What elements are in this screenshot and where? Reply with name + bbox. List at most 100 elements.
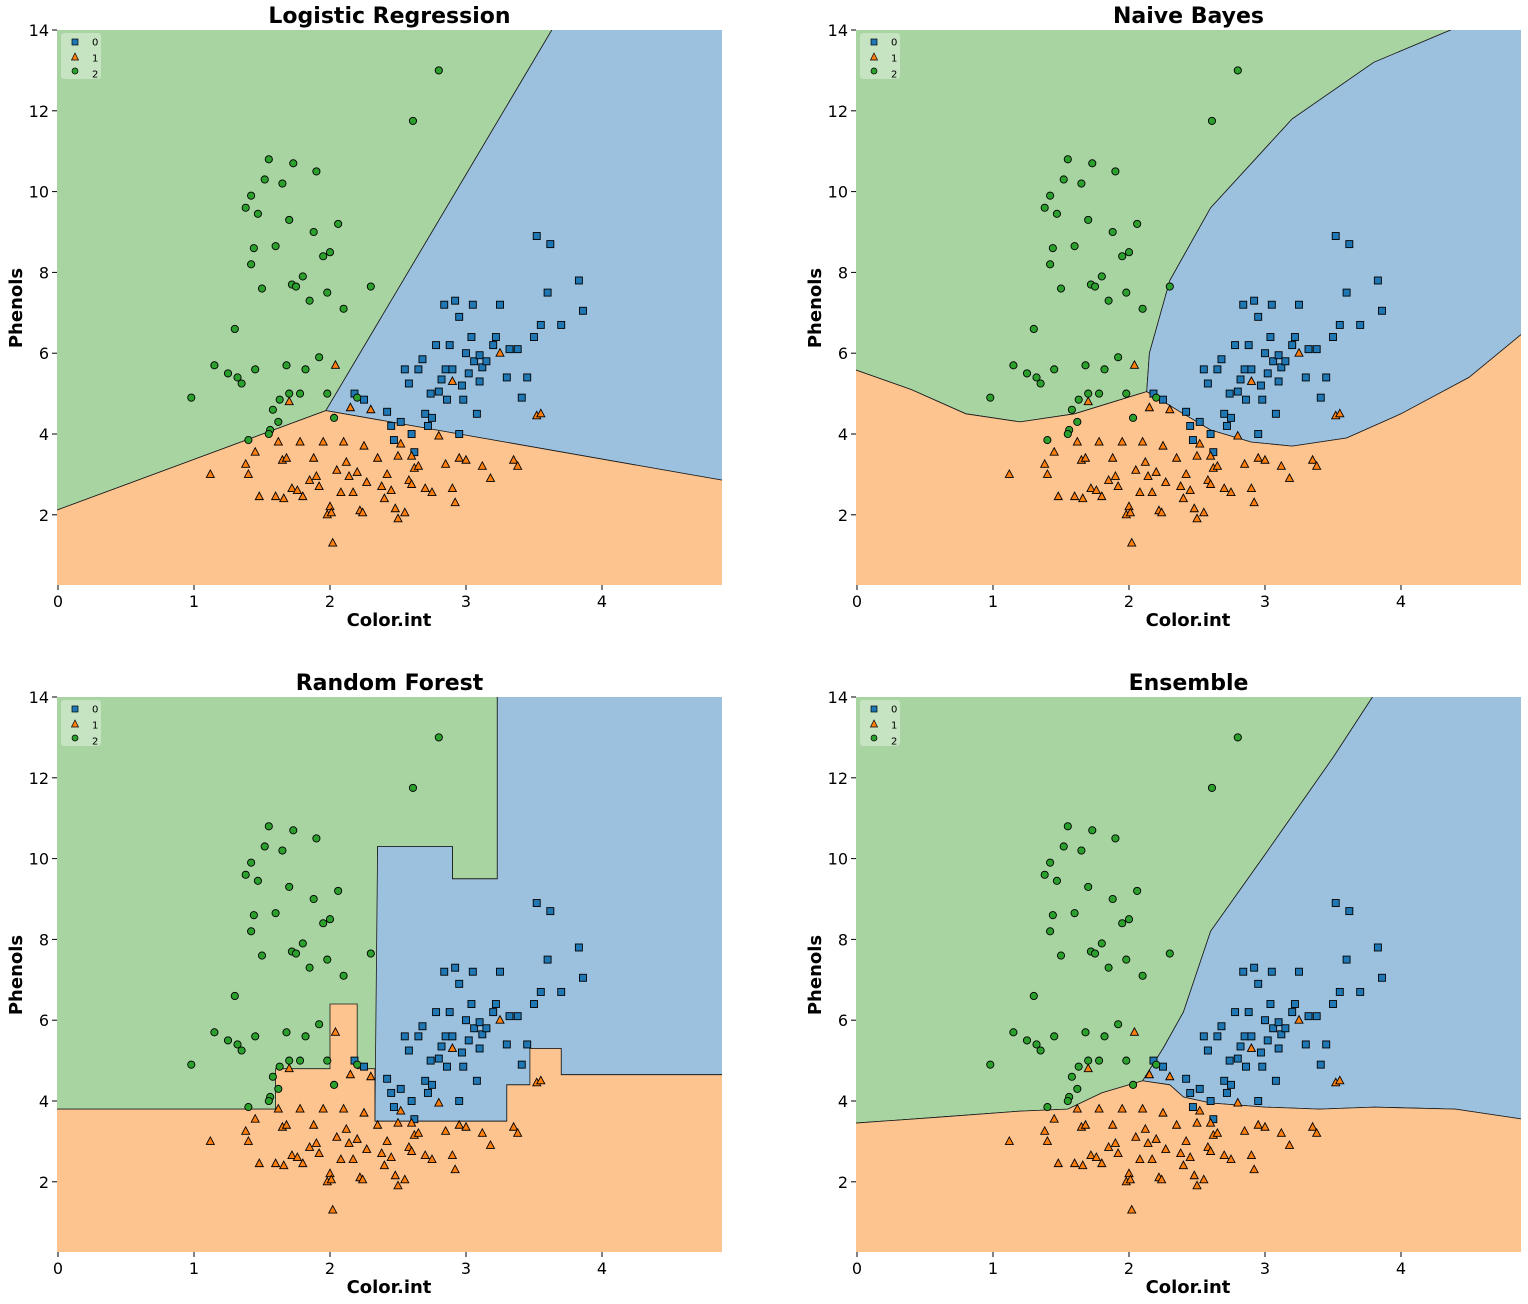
y-tick-label: 6 xyxy=(39,1011,49,1030)
point-class-2 xyxy=(1009,1028,1018,1037)
point-class-2 xyxy=(319,919,328,928)
point-class-0 xyxy=(1203,1046,1212,1055)
chart-title: Logistic Regression xyxy=(268,4,510,29)
point-class-0 xyxy=(1240,1032,1249,1041)
point-class-0 xyxy=(482,1024,491,1033)
point-class-0 xyxy=(1206,430,1215,438)
point-class-2 xyxy=(1114,1020,1123,1029)
point-class-2 xyxy=(1056,951,1066,960)
point-class-2 xyxy=(309,894,318,904)
point-class-1 xyxy=(390,1170,401,1180)
point-class-1 xyxy=(1125,507,1136,517)
point-class-0 xyxy=(1250,963,1259,972)
x-tick-label: 1 xyxy=(189,1259,199,1278)
legend-label-2: 2 xyxy=(92,70,98,81)
point-class-0 xyxy=(1267,967,1276,976)
legend-marker-1 xyxy=(70,719,80,728)
point-class-1 xyxy=(292,1152,303,1162)
point-class-1 xyxy=(1181,1135,1191,1145)
point-class-0 xyxy=(426,1056,435,1065)
point-class-1 xyxy=(240,458,251,468)
y-tick-label: 4 xyxy=(838,425,848,444)
point-class-1 xyxy=(508,454,519,464)
point-class-2 xyxy=(260,175,269,184)
point-class-1 xyxy=(536,1075,546,1085)
point-class-1 xyxy=(240,1125,251,1135)
point-class-1 xyxy=(1097,491,1107,501)
point-class-0 xyxy=(557,320,566,329)
point-class-2 xyxy=(223,369,233,378)
point-class-0 xyxy=(1159,395,1167,404)
point-class-2 xyxy=(257,284,267,293)
y-tick-label: 12 xyxy=(828,102,848,121)
point-class-0 xyxy=(455,312,464,321)
point-class-0 xyxy=(1206,1097,1215,1105)
point-class-2 xyxy=(334,886,343,895)
point-class-2 xyxy=(247,858,256,867)
point-class-0 xyxy=(1335,987,1344,996)
point-class-0 xyxy=(1274,1044,1283,1053)
point-class-2 xyxy=(1152,393,1161,402)
point-class-1 xyxy=(512,460,523,470)
legend-label-1: 1 xyxy=(891,54,897,65)
point-class-1 xyxy=(1151,466,1161,476)
point-class-1 xyxy=(1199,1174,1209,1184)
point-class-0 xyxy=(513,345,522,354)
point-class-2 xyxy=(1046,191,1055,200)
point-class-2 xyxy=(296,389,305,398)
point-class-2 xyxy=(1088,159,1097,168)
point-class-1 xyxy=(311,470,322,480)
point-class-2 xyxy=(247,260,256,269)
point-class-2 xyxy=(1095,1056,1104,1065)
point-class-1 xyxy=(1192,513,1202,523)
y-tick-label: 8 xyxy=(39,930,49,949)
point-class-1 xyxy=(327,1204,338,1214)
y-axis-label: Phenols xyxy=(6,268,27,348)
point-class-2 xyxy=(1032,373,1041,382)
point-class-2 xyxy=(282,361,291,370)
point-class-1 xyxy=(1143,470,1153,480)
point-class-1 xyxy=(1125,1174,1136,1184)
point-class-2 xyxy=(1043,436,1052,445)
point-class-2 xyxy=(274,1084,283,1093)
point-class-0 xyxy=(1195,417,1204,426)
decision-region-class-1 xyxy=(856,1080,1521,1252)
point-class-2 xyxy=(298,272,307,281)
point-class-0 xyxy=(1213,1032,1222,1041)
point-class-1 xyxy=(1307,1121,1318,1131)
point-class-2 xyxy=(1124,915,1134,924)
point-class-1 xyxy=(447,1150,458,1159)
point-class-1 xyxy=(1004,1135,1015,1145)
point-class-2 xyxy=(1108,227,1117,237)
point-class-1 xyxy=(1080,1119,1091,1129)
x-axis-label: Color.int xyxy=(1146,1277,1231,1298)
point-class-1 xyxy=(1205,450,1216,460)
x-tick-label: 4 xyxy=(1396,1259,1406,1278)
point-class-1 xyxy=(495,347,505,357)
point-class-2 xyxy=(1133,219,1142,228)
point-class-2 xyxy=(1067,1072,1076,1081)
point-class-2 xyxy=(986,1060,995,1069)
point-class-2 xyxy=(233,373,242,382)
point-class-1 xyxy=(1129,359,1140,369)
point-class-2 xyxy=(1104,296,1113,305)
point-class-1 xyxy=(395,1105,406,1115)
point-class-2 xyxy=(325,248,335,257)
point-class-0 xyxy=(532,232,541,240)
point-class-1 xyxy=(1072,436,1083,446)
point-class-0 xyxy=(1247,1032,1256,1041)
point-class-1 xyxy=(1103,1142,1114,1151)
point-class-0 xyxy=(1220,1076,1229,1085)
point-class-1 xyxy=(434,1097,444,1107)
point-class-1 xyxy=(382,468,392,478)
point-class-2 xyxy=(298,939,307,948)
point-class-1 xyxy=(427,1154,437,1164)
point-class-0 xyxy=(1209,448,1218,457)
point-class-1 xyxy=(434,430,444,440)
point-class-2 xyxy=(1118,252,1127,261)
point-class-0 xyxy=(445,1008,454,1017)
point-class-1 xyxy=(1113,481,1123,490)
point-class-2 xyxy=(264,155,273,164)
point-class-1 xyxy=(325,1168,335,1178)
